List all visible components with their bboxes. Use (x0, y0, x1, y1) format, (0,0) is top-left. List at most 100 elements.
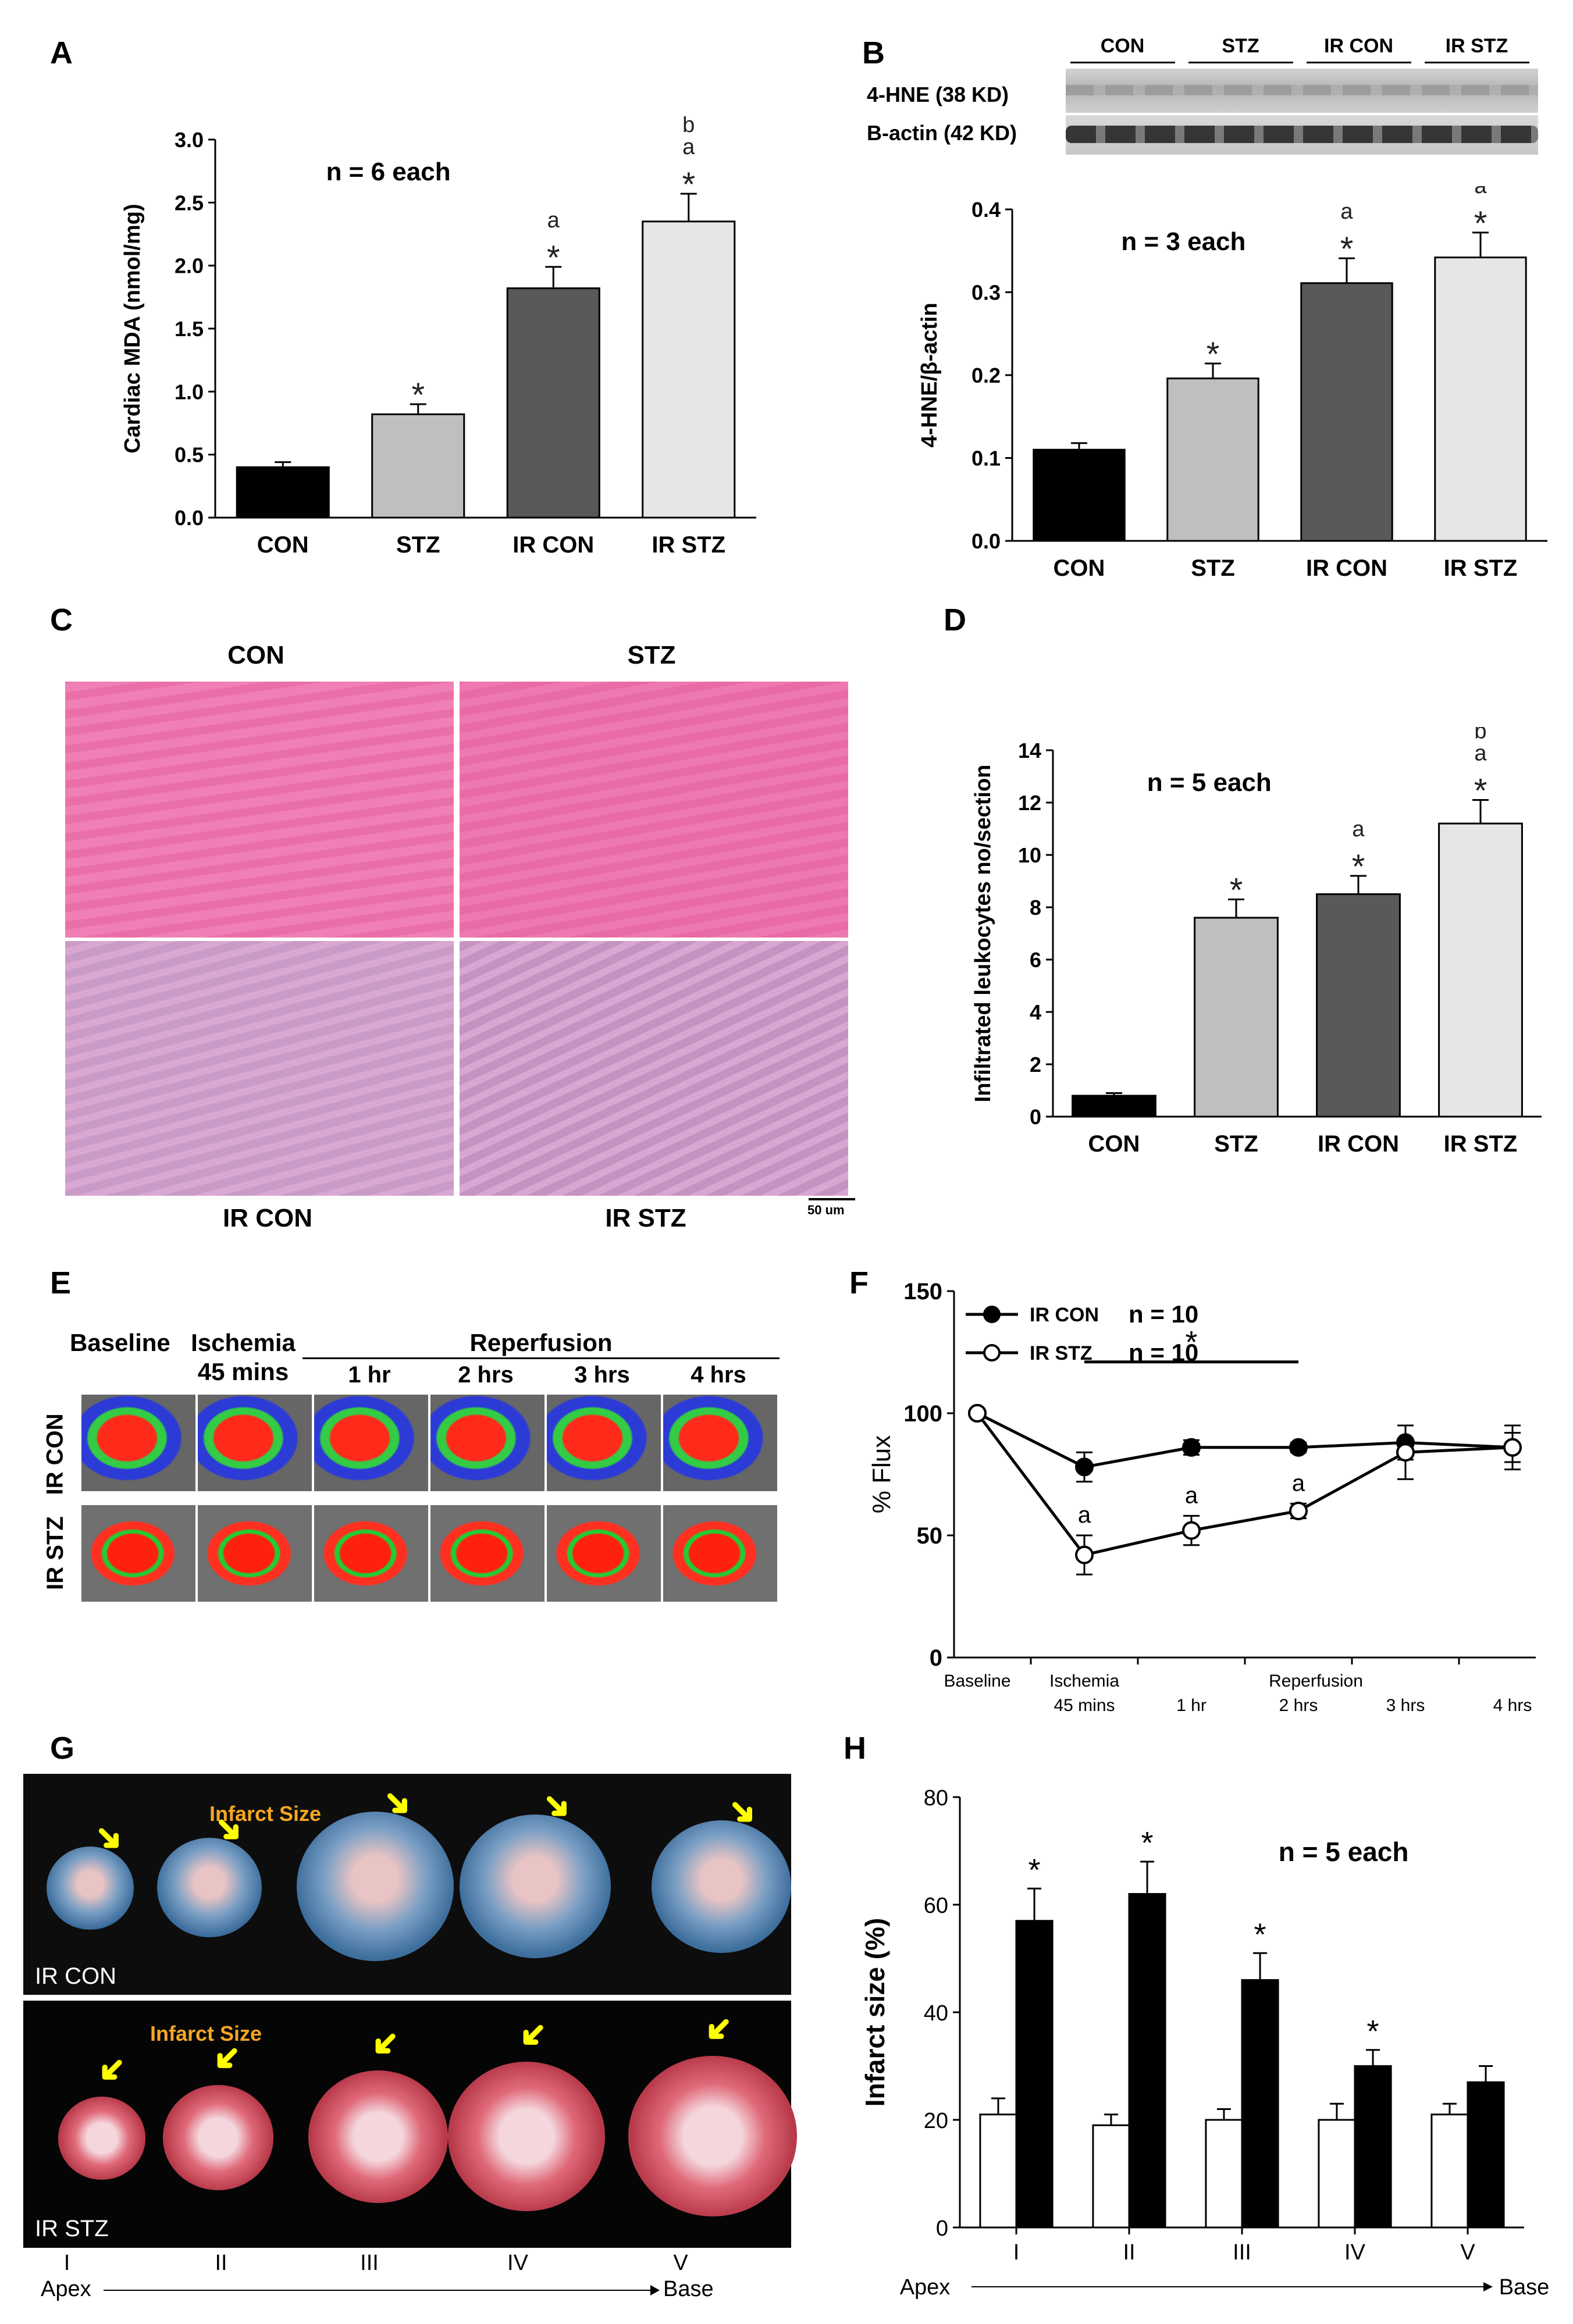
significance-mark: * (1352, 848, 1365, 886)
histo-label-stz: STZ (627, 641, 676, 669)
y-tick-label: 0.0 (175, 506, 204, 530)
y-tick-label: 1.0 (175, 380, 204, 404)
ttc-slice-ir-stz (163, 2085, 273, 2190)
y-tick-label: 6 (1030, 948, 1041, 972)
ttc-slice-ir-stz (308, 2070, 448, 2203)
x-tick-label: IR CON (1306, 555, 1387, 581)
flux-time-label: 3 hrs (574, 1362, 630, 1388)
ttc-top-title: Infarct Size (209, 1802, 322, 1826)
blot-band-actin (1066, 115, 1538, 155)
ttc-slice-label: V (673, 2251, 688, 2275)
data-point (968, 1404, 987, 1423)
y-tick-label: 0 (930, 1645, 942, 1671)
ttc-slice-ir-con (47, 1847, 134, 1930)
histo-label-con: CON (227, 641, 284, 669)
bar (1467, 2081, 1505, 2229)
flux-header-baseline: Baseline (70, 1329, 170, 1356)
blot-row-label-4hne: 4-HNE (38 KD) (867, 83, 1009, 106)
significance-mark: a (547, 208, 560, 233)
y-tick-label: 150 (903, 1279, 942, 1304)
significance-mark: a (1474, 186, 1487, 198)
flux-image (314, 1395, 428, 1491)
ttc-slice-label: IV (507, 2251, 528, 2275)
panel-label-c: C (50, 603, 73, 637)
bar (1430, 2113, 1469, 2229)
y-axis-label: Infarct size (%) (860, 1918, 890, 2107)
y-tick-label: 0 (1030, 1105, 1041, 1129)
panel-label-h: H (844, 1731, 866, 1766)
x-tick-label: CON (1088, 1131, 1140, 1157)
significance-mark: a (682, 135, 695, 159)
y-tick-label: 0.5 (175, 443, 204, 467)
significance-mark: * (1340, 230, 1354, 268)
legend-marker (983, 1306, 1001, 1323)
scale-bar (809, 1198, 855, 1200)
ttc-arrowhead-icon (650, 2285, 660, 2296)
x-tick-label: CON (257, 532, 309, 558)
flux-row-label-ir-stz-wrap: IR STZ (35, 1516, 76, 1590)
flux-image (663, 1505, 777, 1602)
bar (1072, 1095, 1156, 1118)
y-tick-label: 0 (936, 2216, 948, 2241)
n-label: n = 5 each (1279, 1837, 1409, 1867)
significance-mark: * (1230, 872, 1243, 910)
bar (1015, 1920, 1054, 2229)
bar (1194, 917, 1279, 1118)
y-axis-label: % Flux (867, 1435, 896, 1513)
x-tick-label: IR CON (1318, 1131, 1399, 1157)
panel-label-g: G (50, 1731, 75, 1766)
western-blot: 4-HNE (38 KD) B-actin (42 KD) CON STZ IR C… (867, 35, 1553, 163)
ttc-bottom-group: IR STZ (35, 2216, 109, 2241)
x-axis-apex: Apex (900, 2275, 951, 2300)
y-tick-label: 12 (1018, 791, 1041, 815)
x-tick-label: IR CON (513, 532, 594, 558)
chart-f-flux: 0 50 100 150 Baseline Ischemia 45 mins 1 hr Repe… (867, 1279, 1536, 1715)
significance-star: * (1367, 2014, 1379, 2049)
y-axis-label: 4-HNE/β-actin (917, 302, 942, 447)
bar (1316, 893, 1401, 1118)
significance-mark: * (1207, 336, 1220, 373)
n-label: n = 3 each (1121, 227, 1245, 256)
significance-star: * (1028, 1852, 1041, 1887)
y-axis-label: Cardiac MDA (nmol/mg) (120, 204, 145, 453)
bar (1300, 282, 1393, 542)
data-point (1075, 1457, 1094, 1477)
chart-h-infarct: 0 20 40 60 80 * I * II * III * IV Vn = 5 each Apex Base… (860, 1786, 1549, 2300)
significance-mark: * (1474, 205, 1487, 243)
data-point (1182, 1438, 1201, 1457)
y-tick-label: 14 (1018, 739, 1041, 762)
x-tick-label-bottom: 4 hrs (1493, 1696, 1532, 1715)
blot-group-line (1307, 62, 1411, 63)
x-tick-label-top: Reperfusion (1269, 1671, 1363, 1691)
data-point (1182, 1521, 1201, 1540)
series-line (976, 1412, 1513, 1557)
panel-label-d: D (944, 603, 966, 637)
flux-image (430, 1505, 544, 1602)
significance-mark: * (547, 239, 560, 277)
flux-time-label: 2 hrs (458, 1362, 514, 1388)
y-tick-label: 4 (1030, 1000, 1041, 1024)
flux-image (198, 1395, 312, 1491)
x-tick-label: IR STZ (1444, 1131, 1518, 1157)
x-tick-label: STZ (1214, 1131, 1258, 1157)
bar (371, 413, 465, 519)
y-tick-label: 10 (1018, 843, 1041, 867)
data-point (1396, 1443, 1415, 1462)
x-tick-label: CON (1054, 555, 1105, 581)
ttc-slice-ir-con (157, 1838, 262, 1937)
n-label: n = 5 each (1147, 768, 1272, 797)
scale-bar-label: 50 um (807, 1203, 845, 1217)
panel-label-b: B (862, 35, 885, 70)
legend-n: n = 10 (1129, 1339, 1198, 1366)
x-tick-label: II (1123, 2240, 1135, 2265)
data-point (1289, 1438, 1308, 1457)
panel-label-e: E (50, 1266, 72, 1300)
y-tick-label: 0.3 (971, 281, 1001, 305)
significance-mark: a (1340, 199, 1353, 224)
y-tick-label: 20 (924, 2109, 948, 2133)
y-tick-label: 0.0 (971, 529, 1001, 553)
x-tick-label: IR STZ (652, 532, 725, 558)
blot-group-label: IR CON (1324, 35, 1393, 57)
y-tick-label: 2 (1030, 1053, 1041, 1077)
significance-star: * (1254, 1917, 1266, 1952)
